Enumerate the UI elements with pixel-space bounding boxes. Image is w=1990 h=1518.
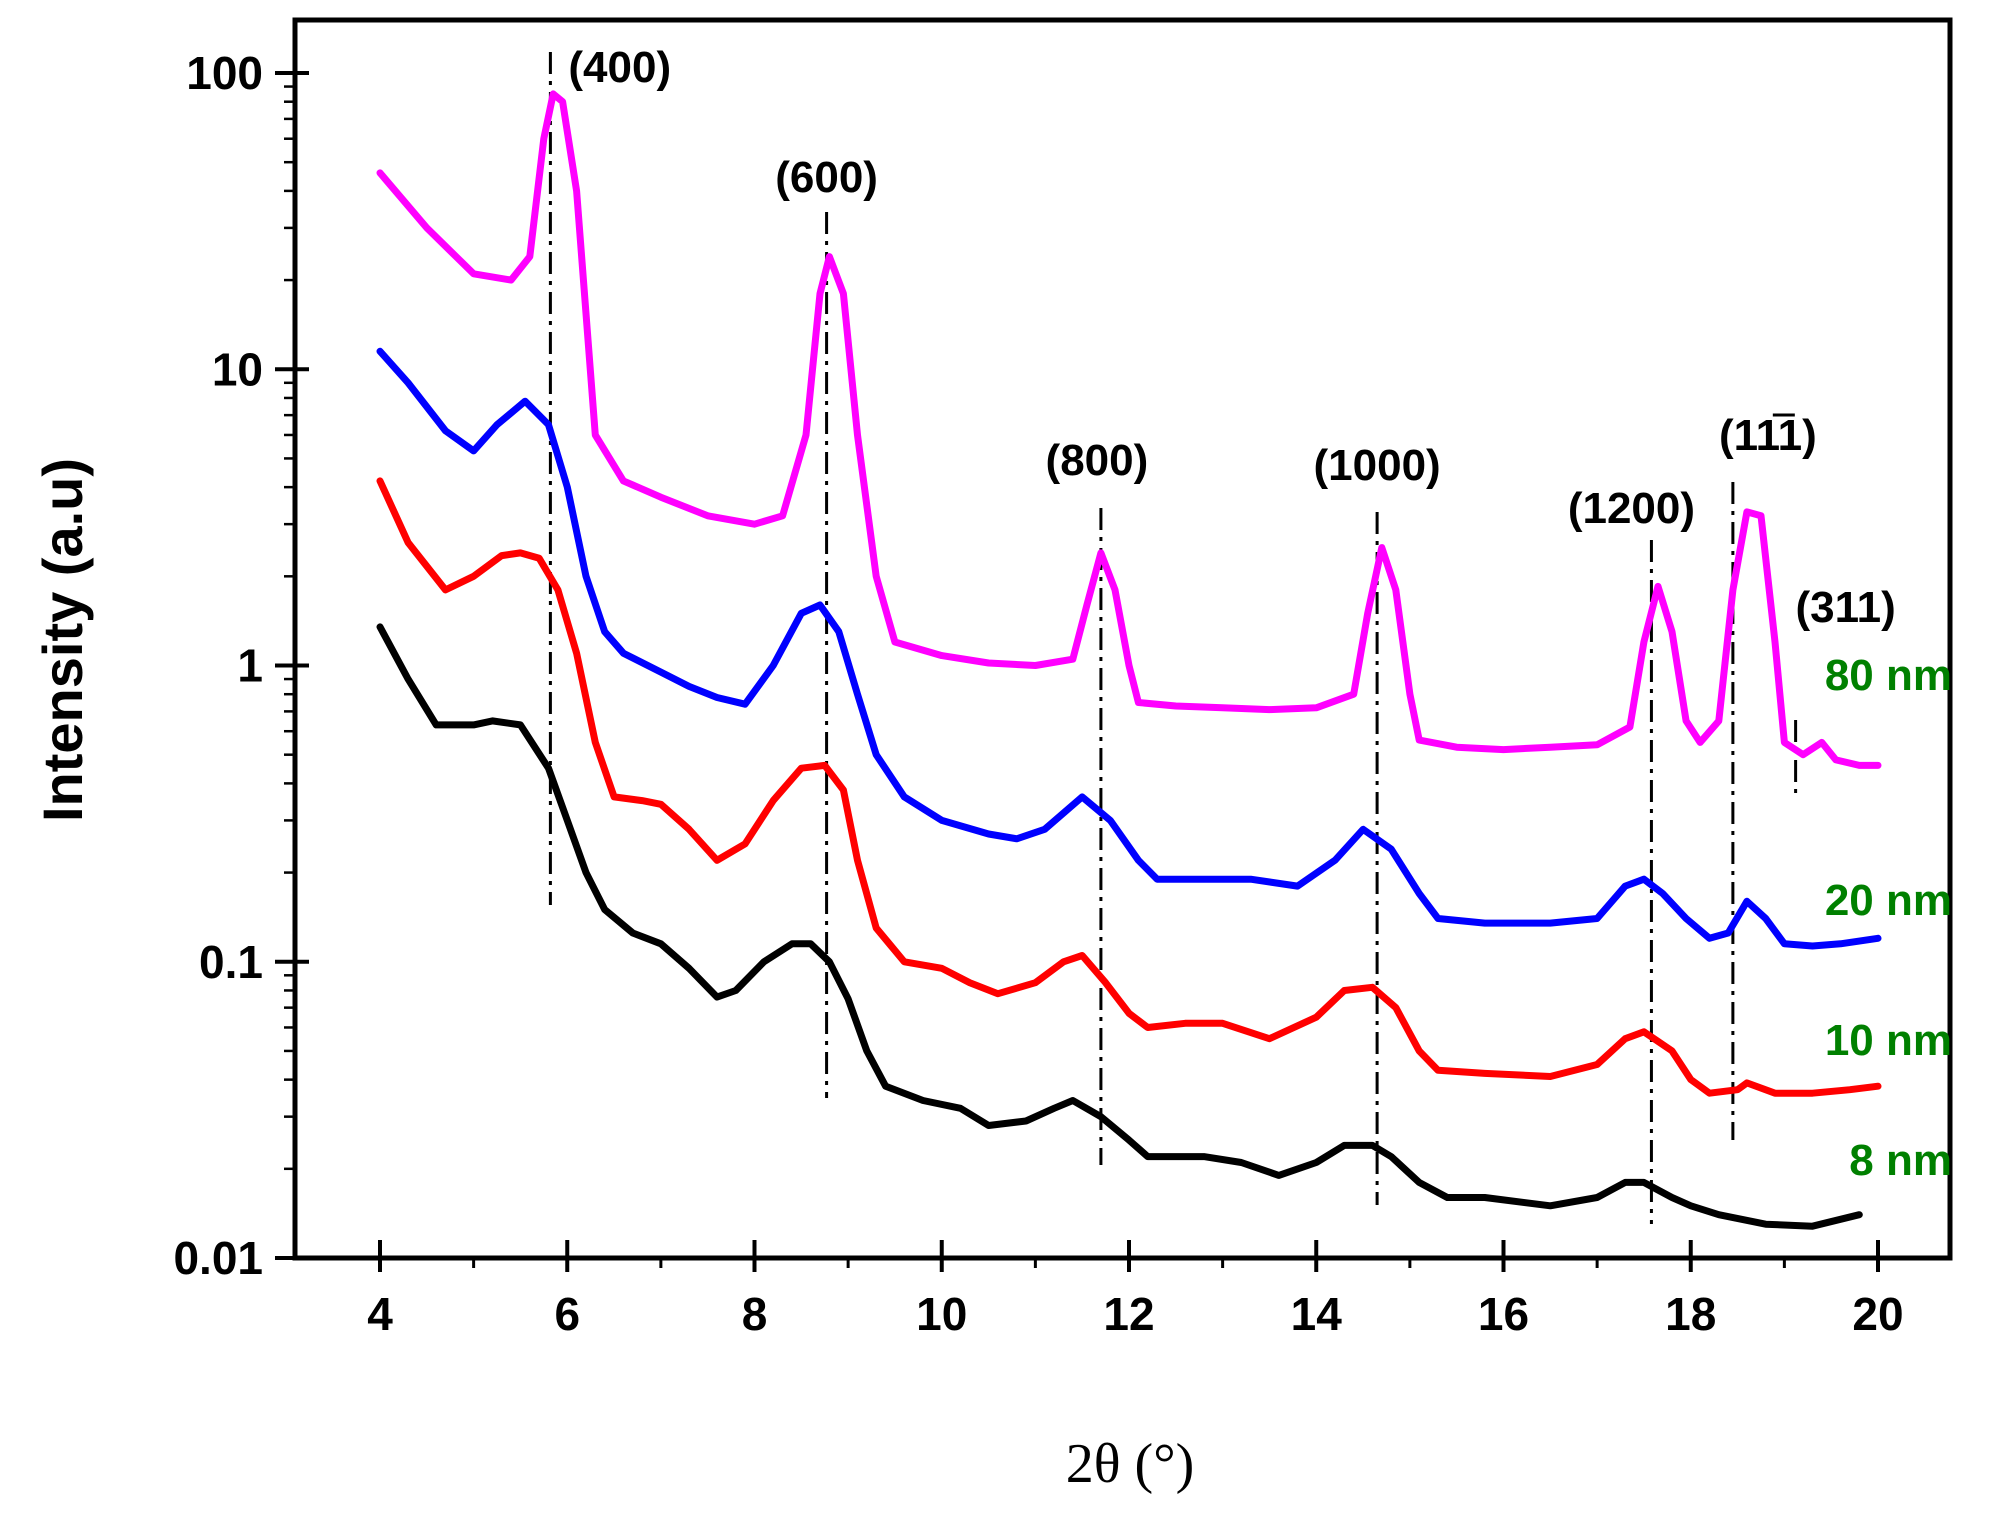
y-tick-label: 100 — [186, 47, 263, 99]
x-tick-label: 12 — [1103, 1288, 1154, 1340]
x-tick-label: 6 — [554, 1288, 580, 1340]
series-label: 10 nm — [1825, 1016, 1952, 1065]
y-tick-label: 0.01 — [173, 1232, 263, 1284]
labels: (400) (600) (800) (1000) (1200) (111) (311) 80 … — [568, 43, 1952, 1185]
x-tick-label: 8 — [742, 1288, 768, 1340]
series-label: 80 nm — [1825, 651, 1952, 700]
x-axis-label: 2θ (°) — [1066, 1433, 1195, 1495]
axes: 4 6 8 10 12 14 16 18 20 0.01 0.1 1 10 100 Intensity (a… — [31, 17, 1953, 1495]
peak-label: (1000) — [1314, 441, 1441, 490]
reference-lines — [548, 52, 1798, 1224]
peak-label: (600) — [775, 153, 878, 202]
x-tick-label: 4 — [367, 1288, 393, 1340]
series-line — [376, 623, 1863, 1230]
series-label: 20 nm — [1825, 876, 1952, 925]
peak-label: (400) — [568, 43, 671, 92]
series-label: 8 nm — [1849, 1136, 1952, 1185]
series-line — [376, 90, 1882, 769]
peak-label: (311) — [1795, 583, 1895, 632]
y-tick-label: 0.1 — [199, 936, 263, 988]
peak-label: (111) — [1719, 411, 1817, 460]
x-tick-label: 14 — [1291, 1288, 1343, 1340]
plot-frame — [292, 17, 1953, 1261]
y-tick-label: 1 — [237, 640, 263, 692]
x-tick-label: 20 — [1852, 1288, 1903, 1340]
x-tick-label: 16 — [1478, 1288, 1529, 1340]
y-tick-label: 10 — [212, 343, 263, 395]
y-axis-label: Intensity (a.u) — [31, 458, 94, 822]
peak-label: (1200) — [1568, 484, 1695, 533]
x-tick-label: 18 — [1665, 1288, 1716, 1340]
series-group — [376, 90, 1882, 1230]
x-tick-label: 10 — [916, 1288, 967, 1340]
peak-label: (800) — [1046, 436, 1149, 485]
series-line — [376, 347, 1882, 950]
series-line — [376, 477, 1882, 1097]
